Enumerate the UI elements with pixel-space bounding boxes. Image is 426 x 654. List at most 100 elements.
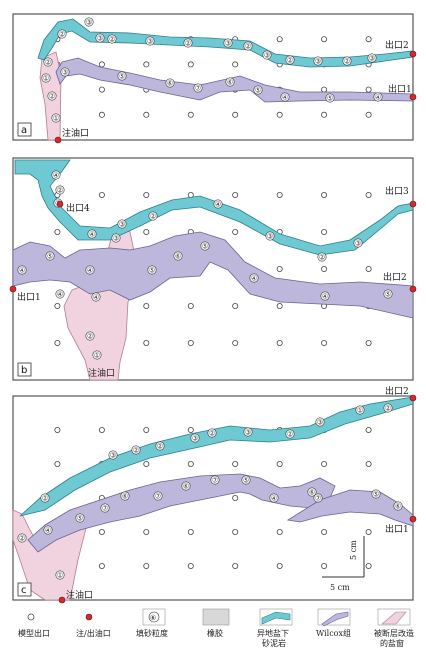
grain-size-marker: [183, 38, 193, 48]
model-outlet-dot: [143, 228, 150, 235]
grain-size-marker: [253, 85, 263, 95]
grain-size-value: ⑦: [155, 493, 161, 501]
grain-size-value: ⑤: [255, 87, 261, 95]
grain-size-value: ④: [53, 172, 59, 180]
grain-size-marker: [383, 403, 393, 413]
model-outlet-dot: [276, 529, 283, 536]
model-outlet-dot: [143, 111, 150, 118]
legend-subsalt-sandstone: 异地盐下 砂泥岩: [257, 608, 293, 648]
legend-salt-window-swatch: [381, 611, 407, 625]
model-outlet-dot: [321, 529, 328, 536]
grain-size-marker: [181, 481, 191, 491]
grain-size-marker: [120, 491, 130, 501]
model-outlet-dot: [321, 563, 328, 570]
model-outlet-dot: [365, 426, 372, 433]
grain-size-marker: [393, 501, 403, 511]
grain-size-marker: [91, 292, 101, 302]
panel-a-tag-box: [17, 122, 32, 137]
model-outlet-dot: [365, 86, 372, 93]
model-outlet-dot: [143, 191, 150, 198]
legend-subsalt-label-line2: 砂泥岩: [262, 638, 286, 648]
grain-size-value: ⑥: [175, 253, 181, 261]
legend-subsalt-swatch: [261, 611, 291, 625]
grain-size-value: ③: [62, 69, 68, 77]
grain-size-value: ①: [53, 115, 59, 123]
model-outlet-dot: [232, 494, 239, 501]
panel-a-outlet-2-label: 出口2: [385, 39, 409, 51]
grain-size-marker: [111, 233, 121, 243]
grain-size-marker: [108, 450, 118, 460]
model-outlet-dot: [232, 61, 239, 68]
grain-size-value: ⑦: [315, 495, 321, 503]
grain-size-marker: [213, 199, 223, 209]
grain-size-value: ⑤: [327, 95, 333, 103]
grain-size-marker: [153, 491, 163, 501]
model-outlet-dot: [232, 563, 239, 570]
grain-size-value: ④: [271, 495, 277, 503]
grain-size-value: ①: [357, 407, 363, 415]
grain-size-marker: [200, 241, 210, 251]
grain-size-value: ⑤: [47, 253, 53, 261]
grain-size-marker: [342, 56, 352, 66]
grain-size-value: ③: [264, 52, 270, 60]
grain-size-marker: [41, 73, 51, 83]
grain-size-marker: [190, 433, 200, 443]
panel-b-outlet-3-port[interactable]: [409, 200, 417, 208]
panel-b-tag: b: [21, 365, 27, 376]
panel-c-scale-x-label: 5 cm: [330, 583, 350, 592]
grain-size-value: ②: [287, 431, 293, 439]
model-outlet-dot: [276, 191, 283, 198]
grain-size-value: ②: [45, 59, 51, 67]
model-outlet-dot: [98, 563, 105, 570]
grain-size-value: ③: [147, 38, 153, 46]
panel-a-frame: [12, 13, 414, 141]
model-outlet-dot: [187, 529, 194, 536]
panel-c-outlet-2-port[interactable]: [409, 394, 417, 402]
legend-inlet-outlet: 注/出油口: [76, 613, 111, 638]
model-outlet-dot: [321, 86, 328, 93]
panel-a-inlet-port[interactable]: [54, 136, 62, 144]
grain-size-marker: [117, 219, 127, 229]
panel-b-subsalt-band: [14, 159, 414, 256]
grain-size-value: ②: [109, 36, 115, 44]
grain-size-marker: [148, 211, 158, 221]
model-outlet-dot: [365, 529, 372, 536]
panel-b-outlet-1-port[interactable]: [9, 285, 17, 293]
model-outlet-dot: [143, 563, 150, 570]
panel-a-outlet-2-port[interactable]: [409, 50, 417, 58]
grain-size-value: ④: [282, 94, 288, 102]
model-outlet-dot: [143, 339, 150, 346]
panel-c-outlet-2-label: 出口2: [385, 385, 409, 397]
model-outlet-dot: [232, 339, 239, 346]
model-outlet-dot: [276, 460, 283, 467]
panel-b-inlet-label: 注油口: [88, 367, 115, 379]
grain-size-marker: [55, 289, 65, 299]
grain-size-value: ④: [57, 291, 63, 299]
grain-size-value: ②: [87, 333, 93, 341]
grain-size-value: ②: [319, 254, 325, 262]
legend-model-outlet: 模型出口: [18, 613, 50, 638]
grain-size-value: ③: [192, 435, 198, 443]
model-outlet-dot: [187, 426, 194, 433]
grain-size-value: ⑦: [102, 505, 108, 513]
grain-size-marker: [85, 331, 95, 341]
panel-b-outlet-2-port[interactable]: [409, 285, 417, 293]
legend-wilcox-swatch: [321, 611, 349, 627]
panel-a-tag: a: [21, 125, 27, 136]
grain-size-marker: [317, 252, 327, 262]
model-outlet-dot: [232, 111, 239, 118]
panel-c-outlet-1-port[interactable]: [409, 515, 417, 523]
panel-a-outlet-1-port[interactable]: [409, 93, 417, 101]
grain-size-marker: [325, 93, 335, 103]
panel-c-inlet-port[interactable]: [58, 596, 66, 604]
model-outlet-dot: [276, 36, 283, 43]
model-outlet-dot: [232, 191, 239, 198]
grain-size-value: ⑤: [77, 515, 83, 523]
panel-b-outlet-4-port[interactable]: [56, 200, 64, 208]
grain-size-marker: [243, 41, 253, 51]
grain-size-marker: [285, 429, 295, 439]
model-outlet-dot: [143, 529, 150, 536]
model-outlet-dot: [187, 460, 194, 467]
grain-size-marker: [43, 525, 53, 535]
